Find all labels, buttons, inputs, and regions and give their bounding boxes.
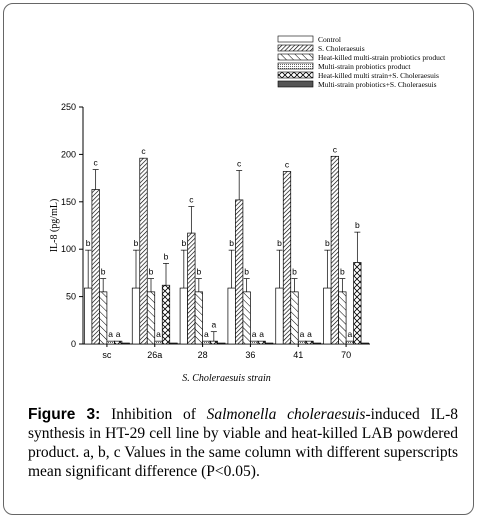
bar [330,155,339,345]
x-tick-label: 26a [147,350,162,360]
data-label: c [333,144,338,154]
bar [217,342,226,345]
legend-label: S. Choleraesuis [318,44,365,53]
bar [282,171,292,345]
bar [297,340,307,345]
x-tick-label: 36 [245,350,255,360]
bar [179,287,188,345]
figure-caption: Figure 3: Inhibition of Salmonella chole… [28,405,458,481]
legend-swatch [277,80,314,88]
bar [114,340,123,345]
bar [235,199,244,345]
bar [305,340,314,345]
legend-swatch [277,35,314,43]
data-label: c [94,158,99,168]
y-tick-label: 100 [61,244,76,254]
bar [84,287,93,345]
data-label: a [259,329,264,339]
bar [194,291,203,345]
bar [250,340,259,345]
data-label: c [237,159,242,169]
bar [275,287,284,345]
bar [242,291,251,345]
bar [161,284,171,345]
data-label: b [86,238,91,248]
caption-text-1: Inhibition of [111,406,196,423]
x-axis-label: S. Choleraesuis strain [182,373,271,384]
bar [338,291,347,345]
data-label: a [156,329,161,339]
y-tick-label: 250 [61,102,76,112]
data-label: b [325,238,330,248]
bar [227,287,236,345]
y-tick-label: 200 [61,149,76,159]
data-label: a [108,329,113,339]
caption-organism: Salmonella choleraesuis [206,406,366,423]
data-label: a [300,329,305,339]
bar [91,189,100,345]
data-label: c [141,146,146,156]
bar [353,262,362,345]
bar [154,340,163,345]
figure-frame [3,3,474,515]
data-label: a [211,320,216,330]
legend-label: Heat-killed multi strain+S. Choleraesuis [318,71,439,80]
bar [139,157,148,345]
legend-label: Control [318,35,341,44]
data-label: b [134,238,139,248]
data-label: a [307,329,312,339]
bar [146,291,156,345]
data-label: b [196,267,201,277]
figure-label: Figure 3: [28,406,101,423]
bar [106,340,115,345]
data-label: b [355,220,360,230]
legend-swatch [277,62,314,70]
data-label: b [277,238,282,248]
data-label: a [204,329,209,339]
bar [360,342,369,345]
data-label: b [340,267,345,277]
legend-label: Multi-strain probiotics product [318,62,411,71]
legend-swatch [277,53,314,61]
data-label: b [292,267,297,277]
x-tick-label: 70 [341,350,351,360]
data-label: b [229,238,234,248]
bar [345,340,354,345]
data-label: b [101,267,106,277]
data-label: b [164,251,169,261]
data-label: b [181,238,186,248]
legend-swatch [277,44,314,52]
data-label: b [149,267,154,277]
bar [265,342,274,345]
data-label: c [189,195,194,205]
bar [312,342,322,345]
legend-label: Heat-killed multi-strain probiotics prod… [318,53,446,62]
bar [169,342,178,345]
data-label: b [244,267,249,277]
caption-text-2: -induced IL-8 synthesis in HT-29 cell li… [28,406,458,480]
bar [131,287,141,345]
y-tick-label: 150 [61,197,76,207]
bar [323,287,332,345]
data-label: c [285,159,290,169]
legend-label: Multi-strain probiotics+S. Choleraesuis [318,80,437,89]
data-label: a [347,329,352,339]
chart: 0 50 100 150 200 250 IL-8 (pg/mL) S. Choleraesu… [49,35,446,384]
x-tick-label: 41 [293,350,303,360]
bar [209,340,218,345]
y-tick-label: 50 [66,292,76,302]
data-label: a [252,329,257,339]
bar [99,291,108,345]
y-axis-label: IL-8 (pg/mL) [49,199,60,253]
x-tick-label: 28 [198,350,208,360]
data-label: a [116,329,121,339]
legend-swatch [277,71,314,79]
bar [121,342,130,345]
bar [202,340,211,345]
y-tick-label: 0 [71,339,76,349]
bar [187,232,196,345]
bar [290,291,299,345]
x-tick-label: sc [102,350,112,360]
bar [257,340,266,345]
